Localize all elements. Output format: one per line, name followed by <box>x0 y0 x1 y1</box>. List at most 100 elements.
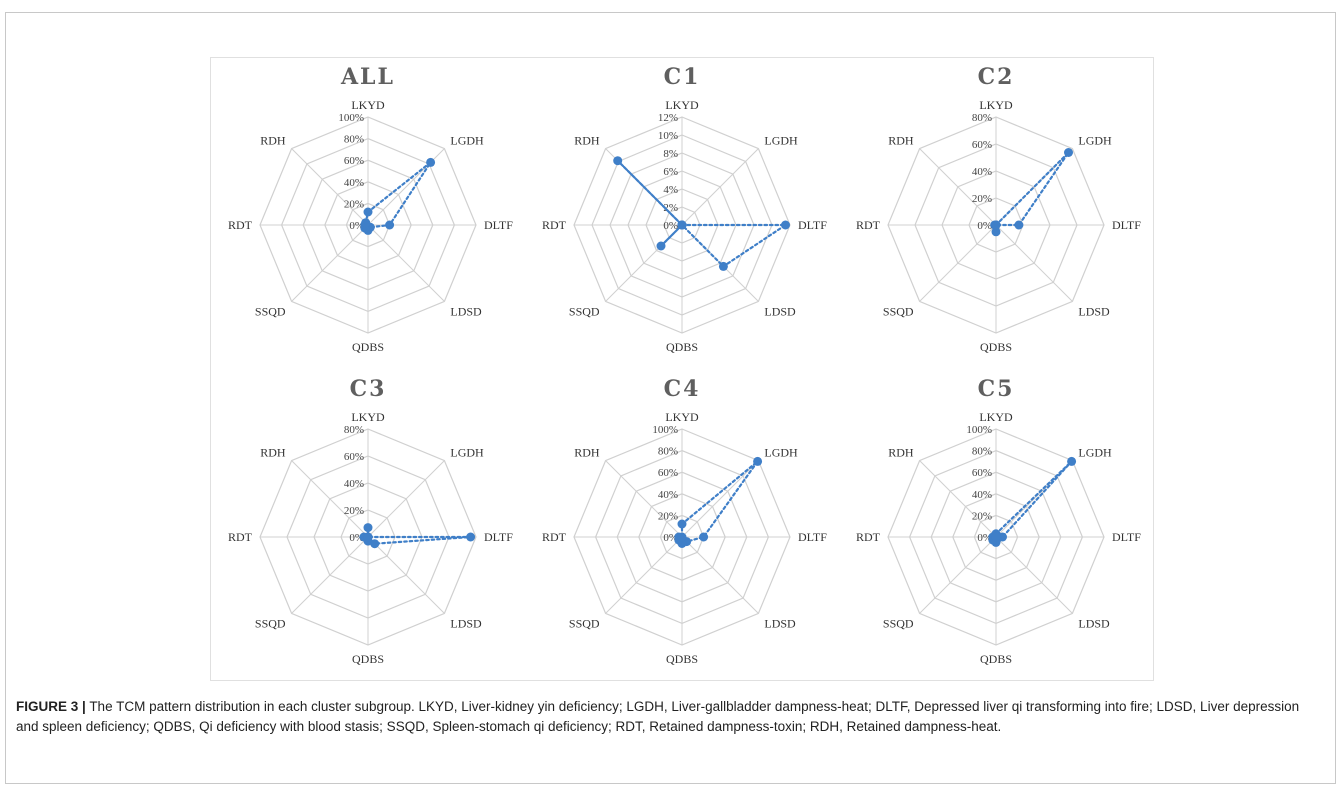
tick-label: 60% <box>344 451 364 463</box>
tick-label: 8% <box>663 148 678 160</box>
tick-label: 100% <box>652 424 678 436</box>
data-point <box>363 532 373 542</box>
tick-label: 60% <box>658 467 678 479</box>
category-label: SSQD <box>569 304 600 318</box>
caption-label: FIGURE 3 | <box>16 699 86 714</box>
tick-label: 100% <box>338 112 364 124</box>
series-line <box>991 460 1073 545</box>
figure-frame <box>5 12 1336 784</box>
grid-spoke <box>995 536 1073 614</box>
category-label: LDSD <box>450 616 482 630</box>
radar-panel-c1: 0% 2% 4% 6% 8% 10% 12% LKYD LGDH DLTF LDSD QDBS SSQD… <box>525 58 839 370</box>
panel-title: C4 <box>664 376 701 402</box>
data-point <box>361 218 371 228</box>
radar-panel-c3: 0% 20% 40% 60% 80% LKYD LGDH DLTF LDSD QDBS SSQD RD… <box>211 370 525 682</box>
tick-label: 12% <box>658 112 678 124</box>
series-line <box>616 159 790 268</box>
category-label: RDT <box>856 218 881 232</box>
series-line <box>363 527 471 545</box>
category-label: QDBS <box>666 340 698 354</box>
category-label: RDH <box>574 134 600 148</box>
category-label: LGDH <box>764 446 798 460</box>
tick-label: 20% <box>344 198 364 210</box>
radar-chart-svg: 0%20%40%60%80%LKYDLGDHDLTFLDSDQDBSSSQDRD… <box>228 376 513 666</box>
grid-spoke <box>291 224 369 302</box>
grid-spoke <box>995 224 1073 302</box>
category-label: LGDH <box>764 134 798 148</box>
data-point <box>466 532 476 542</box>
category-label: SSQD <box>255 304 286 318</box>
grid-spoke <box>367 224 445 302</box>
tick-label: 0% <box>663 532 678 544</box>
tick-label: 40% <box>344 478 364 490</box>
category-label: DLTF <box>798 218 827 232</box>
category-label: DLTF <box>484 530 513 544</box>
grid-spoke <box>681 460 759 538</box>
grid-spoke <box>367 536 445 614</box>
grid-spoke <box>681 148 759 226</box>
data-point <box>991 227 1001 237</box>
data-point <box>613 156 623 166</box>
tick-label: 20% <box>972 193 992 205</box>
radar-chart-svg: 0% 20% 40% 60% 80% 100%LKYD LGDH DLTF LDSD QDBS SS… <box>228 64 513 354</box>
tick-label: 60% <box>972 467 992 479</box>
category-label: RDT <box>542 218 567 232</box>
grid-spoke <box>291 460 369 538</box>
category-label: LGDH <box>450 446 484 460</box>
data-point <box>385 220 395 230</box>
category-label: DLTF <box>1112 530 1141 544</box>
caption-text: The TCM pattern distribution in each clu… <box>16 699 1300 734</box>
radar-panel-c5: 0% 20% 40% 60% 80% 100% LKYD LGDH DLTF LDSD QDBS SS… <box>839 370 1153 682</box>
panel-title: C5 <box>978 376 1015 402</box>
data-point <box>677 519 687 529</box>
category-label: RDT <box>228 530 253 544</box>
data-point <box>699 532 709 542</box>
category-label: LDSD <box>450 304 482 318</box>
grid-spoke <box>919 460 997 538</box>
grid-spoke <box>605 460 683 538</box>
category-label: SSQD <box>883 616 914 630</box>
category-label: LGDH <box>450 134 484 148</box>
data-point <box>781 220 790 230</box>
grid-spoke <box>291 148 369 226</box>
category-label: SSQD <box>883 304 914 318</box>
data-point <box>656 241 666 251</box>
radar-chart-svg: 0%20%40%60%80%LKYDLGDHDLTFLDSDQDBSSSQDRD… <box>856 64 1141 354</box>
category-label: LGDH <box>1078 134 1112 148</box>
category-label: RDT <box>542 530 567 544</box>
tick-label: 6% <box>663 166 678 178</box>
radar-chart-svg: 0% 20% 40% 60% 80% 100%LKYD LGDH DLTF LDSD QDBS SS… <box>856 376 1141 666</box>
radar-chart-svg: 0% 20% 40% 60% 80% 100%LKYD LGDH DLTF LDSD QDBS SS… <box>542 376 827 666</box>
panel-title: C1 <box>664 64 701 90</box>
category-label: LDSD <box>1078 616 1110 630</box>
data-point <box>426 157 436 167</box>
category-label: RDH <box>888 446 914 460</box>
category-label: LDSD <box>764 304 796 318</box>
tick-label: 100% <box>966 424 992 436</box>
category-label: DLTF <box>1112 218 1141 232</box>
category-label: DLTF <box>798 530 827 544</box>
tick-label: 0% <box>977 220 992 232</box>
category-label: LKYD <box>665 410 699 424</box>
category-label: LKYD <box>979 98 1013 112</box>
category-label: SSQD <box>255 616 286 630</box>
tick-label: 20% <box>344 505 364 517</box>
tick-label: 60% <box>344 155 364 167</box>
grid-spoke <box>291 536 369 614</box>
data-point <box>363 207 373 217</box>
data-point <box>718 261 728 271</box>
tick-label: 20% <box>972 510 992 522</box>
category-label: LKYD <box>351 410 385 424</box>
grid-spoke <box>919 536 997 614</box>
category-label: QDBS <box>352 340 384 354</box>
tick-label: 40% <box>972 489 992 501</box>
category-label: LKYD <box>351 98 385 112</box>
grid-spoke <box>919 148 997 226</box>
category-label: LKYD <box>979 410 1013 424</box>
category-label: QDBS <box>666 652 698 666</box>
grid-spoke <box>367 460 445 538</box>
panel-title: C3 <box>350 376 387 402</box>
data-point <box>753 456 763 466</box>
data-point <box>1067 456 1077 466</box>
tick-label: 40% <box>658 489 678 501</box>
